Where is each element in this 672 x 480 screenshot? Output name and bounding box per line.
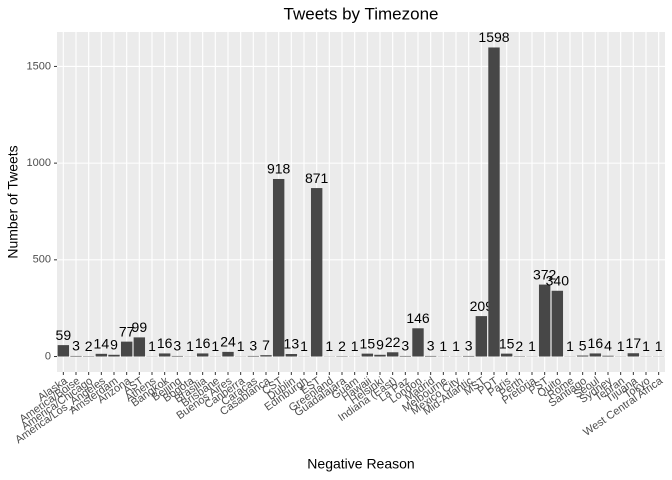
data-label: 3	[401, 338, 409, 354]
data-label: 17	[626, 335, 642, 351]
data-label: 1	[642, 338, 650, 354]
y-tick-label: 500	[33, 254, 51, 266]
bar	[412, 328, 424, 357]
data-label: 16	[588, 335, 604, 351]
bar	[95, 353, 108, 357]
data-label: 209	[470, 298, 494, 314]
data-label: 1	[237, 338, 245, 354]
bar	[589, 353, 602, 357]
y-tick-label: 1500	[27, 60, 51, 72]
bar	[475, 316, 488, 357]
bar	[247, 355, 260, 357]
bar	[260, 355, 272, 357]
bar	[171, 355, 184, 357]
bar	[272, 178, 285, 357]
bar	[108, 354, 120, 357]
data-label: 99	[132, 319, 148, 335]
chart-title: Tweets by Timezone	[284, 4, 439, 23]
data-label: 1	[452, 338, 460, 354]
data-label: 2	[338, 338, 346, 354]
bar	[424, 355, 437, 357]
panel	[57, 32, 665, 372]
data-label: 918	[267, 161, 291, 177]
data-label: 2	[85, 338, 93, 354]
bar	[222, 351, 234, 357]
data-label: 13	[284, 336, 300, 352]
data-label: 22	[385, 334, 401, 350]
bar	[386, 352, 399, 357]
data-label: 2	[515, 338, 523, 354]
bar	[310, 188, 323, 357]
data-label: 3	[72, 338, 80, 354]
data-label: 9	[376, 336, 384, 352]
bar	[602, 355, 614, 357]
data-label: 3	[249, 338, 257, 354]
y-axis-label: Number of Tweets	[5, 145, 21, 258]
data-label: 24	[220, 334, 236, 350]
data-label: 3	[173, 338, 181, 354]
data-label: 871	[305, 170, 329, 186]
bar	[399, 355, 412, 357]
bar	[488, 47, 500, 357]
bar	[133, 337, 146, 357]
data-label: 3	[465, 338, 473, 354]
data-label: 1	[325, 338, 333, 354]
data-label: 1	[439, 338, 447, 354]
data-label: 1	[351, 338, 359, 354]
data-label: 77	[119, 323, 135, 339]
data-label: 16	[157, 335, 173, 351]
bar	[361, 353, 374, 357]
bar	[538, 284, 551, 357]
bar	[374, 354, 386, 357]
data-label: 1	[566, 338, 574, 354]
data-label: 1	[211, 338, 219, 354]
data-label: 5	[579, 337, 587, 353]
data-label: 7	[262, 337, 270, 353]
data-label: 15	[499, 335, 515, 351]
data-label: 372	[533, 266, 557, 282]
bar	[70, 355, 82, 357]
data-label: 1	[300, 338, 308, 354]
bar	[576, 355, 589, 357]
bar	[462, 355, 475, 357]
bar	[627, 353, 640, 357]
data-label: 16	[195, 335, 211, 351]
data-label: 146	[406, 310, 430, 326]
data-label: 1598	[478, 29, 509, 45]
bar	[120, 341, 133, 357]
data-label: 3	[427, 338, 435, 354]
data-label: 340	[546, 272, 570, 288]
y-tick-label: 0	[45, 350, 51, 362]
bar	[57, 345, 70, 357]
bar	[158, 353, 171, 357]
data-label: 1	[655, 338, 663, 354]
data-label: 14	[94, 336, 110, 352]
data-label: 1	[148, 338, 156, 354]
data-label: 4	[604, 337, 612, 353]
bar	[551, 290, 564, 357]
bar	[285, 354, 298, 357]
data-label: 1	[186, 338, 194, 354]
bar	[500, 353, 513, 357]
data-label: 1	[528, 338, 536, 354]
data-label: 9	[110, 336, 118, 352]
data-label: 15	[360, 335, 376, 351]
data-label: 59	[56, 327, 72, 343]
data-label: 1	[617, 338, 625, 354]
x-axis-label: Negative Reason	[307, 456, 414, 472]
bar	[196, 353, 209, 357]
y-tick-label: 1000	[27, 157, 51, 169]
